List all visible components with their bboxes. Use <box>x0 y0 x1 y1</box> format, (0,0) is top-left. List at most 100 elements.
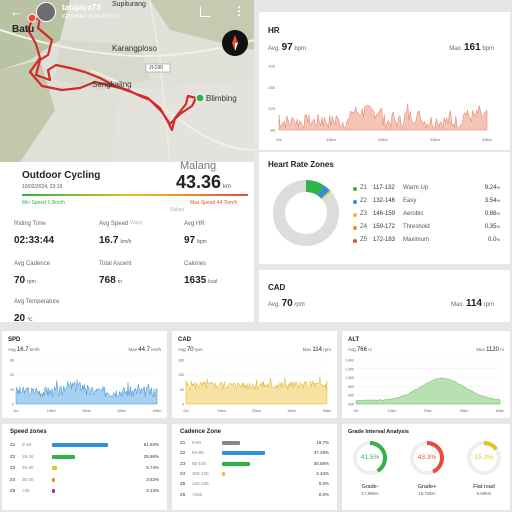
zone-range: 132-146 <box>373 198 396 204</box>
hr-zones-panel: Heart Rate Zones Z1 117-132 Warm Up 9.24% Z2… <box>259 152 510 264</box>
y-tick: 20 <box>10 388 14 392</box>
stat-avg-speed: Avg Speed 16.7 km/h <box>99 221 132 246</box>
zone-name: Threshold <box>403 224 430 230</box>
zone-id: Z4 <box>10 476 16 482</box>
x-tick: 20km <box>424 409 433 413</box>
hr-title: HR <box>268 26 280 35</box>
grade-item: 15.2% Flat road 6.59km <box>458 440 510 510</box>
zone-bar <box>52 477 56 482</box>
zone-id: Z1 <box>10 442 16 447</box>
compass-icon[interactable] <box>222 30 248 56</box>
route-map[interactable]: Supiturang Batu Karangploso Sengkaling B… <box>0 0 254 172</box>
x-tick: 10km <box>217 409 226 413</box>
zone-name: Aerobic <box>403 211 424 217</box>
hr-y-tick: 120 <box>268 106 275 111</box>
zone-name: Warm Up <box>403 185 429 191</box>
zone-range: >35 <box>22 488 30 493</box>
hr-x-tick: 40km <box>482 137 492 142</box>
hr-x-tick: 0m <box>276 137 282 142</box>
zone-pct: 61.93% <box>143 442 159 447</box>
total-distance: 43.36 km <box>176 172 231 193</box>
hr-avg: Avg. 97 bpm <box>268 42 307 53</box>
distance-value: 43.36 <box>176 172 222 192</box>
hr-y-tick: 80 <box>271 128 276 133</box>
zone-name: Easy <box>403 198 417 204</box>
activity-datetime: 10/02/2024, 23:19 <box>22 184 63 190</box>
y-tick: 1,000 <box>345 376 354 380</box>
grade-panel: Grade Interval Analysis 41.5% Grade- 17.99… <box>342 424 510 510</box>
zone-bar <box>222 441 240 445</box>
stat-avg-hr: Avg HR 97 bpm <box>184 221 207 246</box>
grade-ring <box>467 441 501 475</box>
y-tick: 1,400 <box>345 359 354 363</box>
hr-zone-row: Z4 159-172 Threshold 0.35% <box>353 224 500 233</box>
series-area <box>355 377 501 405</box>
speed-zones-title: Speed zones <box>10 429 47 435</box>
zone-dot <box>353 226 357 230</box>
zone-row: Z3 80-100 30.58% <box>180 460 329 468</box>
zone-row: Z3 26-30 5.74% <box>10 464 159 472</box>
x-tick: 30km <box>117 409 126 413</box>
grade-item: 43.3% Grade+ 18.78km <box>401 440 453 510</box>
zone-id: Z5 <box>180 481 186 487</box>
alt-chart-panel: ALT Avg 766 m Max 1120 m 1,400 1,200 1,000… <box>342 331 510 418</box>
zone-name: Maximum <box>403 237 430 243</box>
more-icon[interactable]: ⋮ <box>233 4 245 18</box>
x-tick: 20km <box>252 409 261 413</box>
cad-chart-avg: Avg 70 rpm <box>178 347 203 353</box>
x-tick: 0m <box>354 409 359 413</box>
zone-id: Z4 <box>180 470 186 476</box>
grade-ring <box>410 441 444 475</box>
zone-row: Z5 120-160 0.0% <box>180 480 329 488</box>
zone-range: 0-60 <box>192 440 202 445</box>
zone-row: Z1 0-18 61.93% <box>10 441 159 449</box>
zone-range: 117-132 <box>373 185 395 191</box>
x-tick: 40km <box>153 409 162 413</box>
y-tick: 800 <box>348 385 354 389</box>
zone-row: Z2 18-26 25.68% <box>10 453 159 461</box>
series-area <box>15 379 158 405</box>
grade-label: Grade- <box>361 484 379 490</box>
y-tick: 1,200 <box>345 367 354 371</box>
spd-chart[interactable]: 60 40 20 00m 10km 20km 30km 40km <box>2 356 167 418</box>
map-label-supiturang: Supiturang <box>112 1 146 8</box>
hr-y-tick: 200 <box>268 64 275 69</box>
zone-row: Z4 100-120 2.43% <box>180 470 329 478</box>
cad-chart-panel: CAD Avg 70 rpm Max 114 rpm 180 120 60 0 0m 10… <box>172 331 337 418</box>
cad-panel: CAD Avg. 70 rpm Max. 114 rpm <box>259 270 510 322</box>
zone-bar <box>52 466 58 470</box>
grade-label: Grade+ <box>417 484 437 490</box>
avatar[interactable] <box>36 2 56 22</box>
cad-title: CAD <box>268 283 286 292</box>
speed-gradient-bar <box>22 194 248 196</box>
min-speed-label: Min Speed 1.3km/h <box>22 200 66 206</box>
grade-distance: 18.78km <box>418 491 436 496</box>
y-tick: 40 <box>10 373 14 377</box>
zone-row: Z6 >160 0.0% <box>180 491 329 499</box>
cad-chart[interactable]: 180 120 60 00m 10km 20km 30km 40km <box>172 356 337 418</box>
hr-panel: HR Avg. 97 bpm Max. 161 bpm 200 160 120 80 0… <box>259 12 510 150</box>
zone-id: Z5 <box>360 237 368 243</box>
x-tick: 10km <box>388 409 397 413</box>
share-icon[interactable] <box>200 6 211 17</box>
map-label-wage: Wage <box>130 220 143 226</box>
x-tick: 40km <box>323 409 332 413</box>
cad-max: Max. 114 rpm <box>451 298 494 309</box>
zone-pct: 9.24% <box>484 185 500 191</box>
back-icon[interactable]: ← <box>10 4 23 19</box>
zone-range: 80-100 <box>192 460 207 466</box>
zone-id: Z6 <box>180 491 186 497</box>
cadence-zones-title: Cadence Zone <box>180 429 222 435</box>
zone-pct: 19.7% <box>316 440 329 445</box>
zone-id: Z5 <box>10 488 16 493</box>
zone-id: Z4 <box>360 224 368 230</box>
y-tick: 120 <box>178 373 184 377</box>
zone-range: 26-30 <box>22 465 34 470</box>
zone-row: Z2 60-80 47.29% <box>180 449 329 457</box>
zone-range: 120-160 <box>192 481 209 487</box>
zone-dot <box>353 187 357 191</box>
map-label-karangploso: Karangploso <box>112 44 157 53</box>
zone-row: Z1 0-60 19.7% <box>180 439 329 447</box>
